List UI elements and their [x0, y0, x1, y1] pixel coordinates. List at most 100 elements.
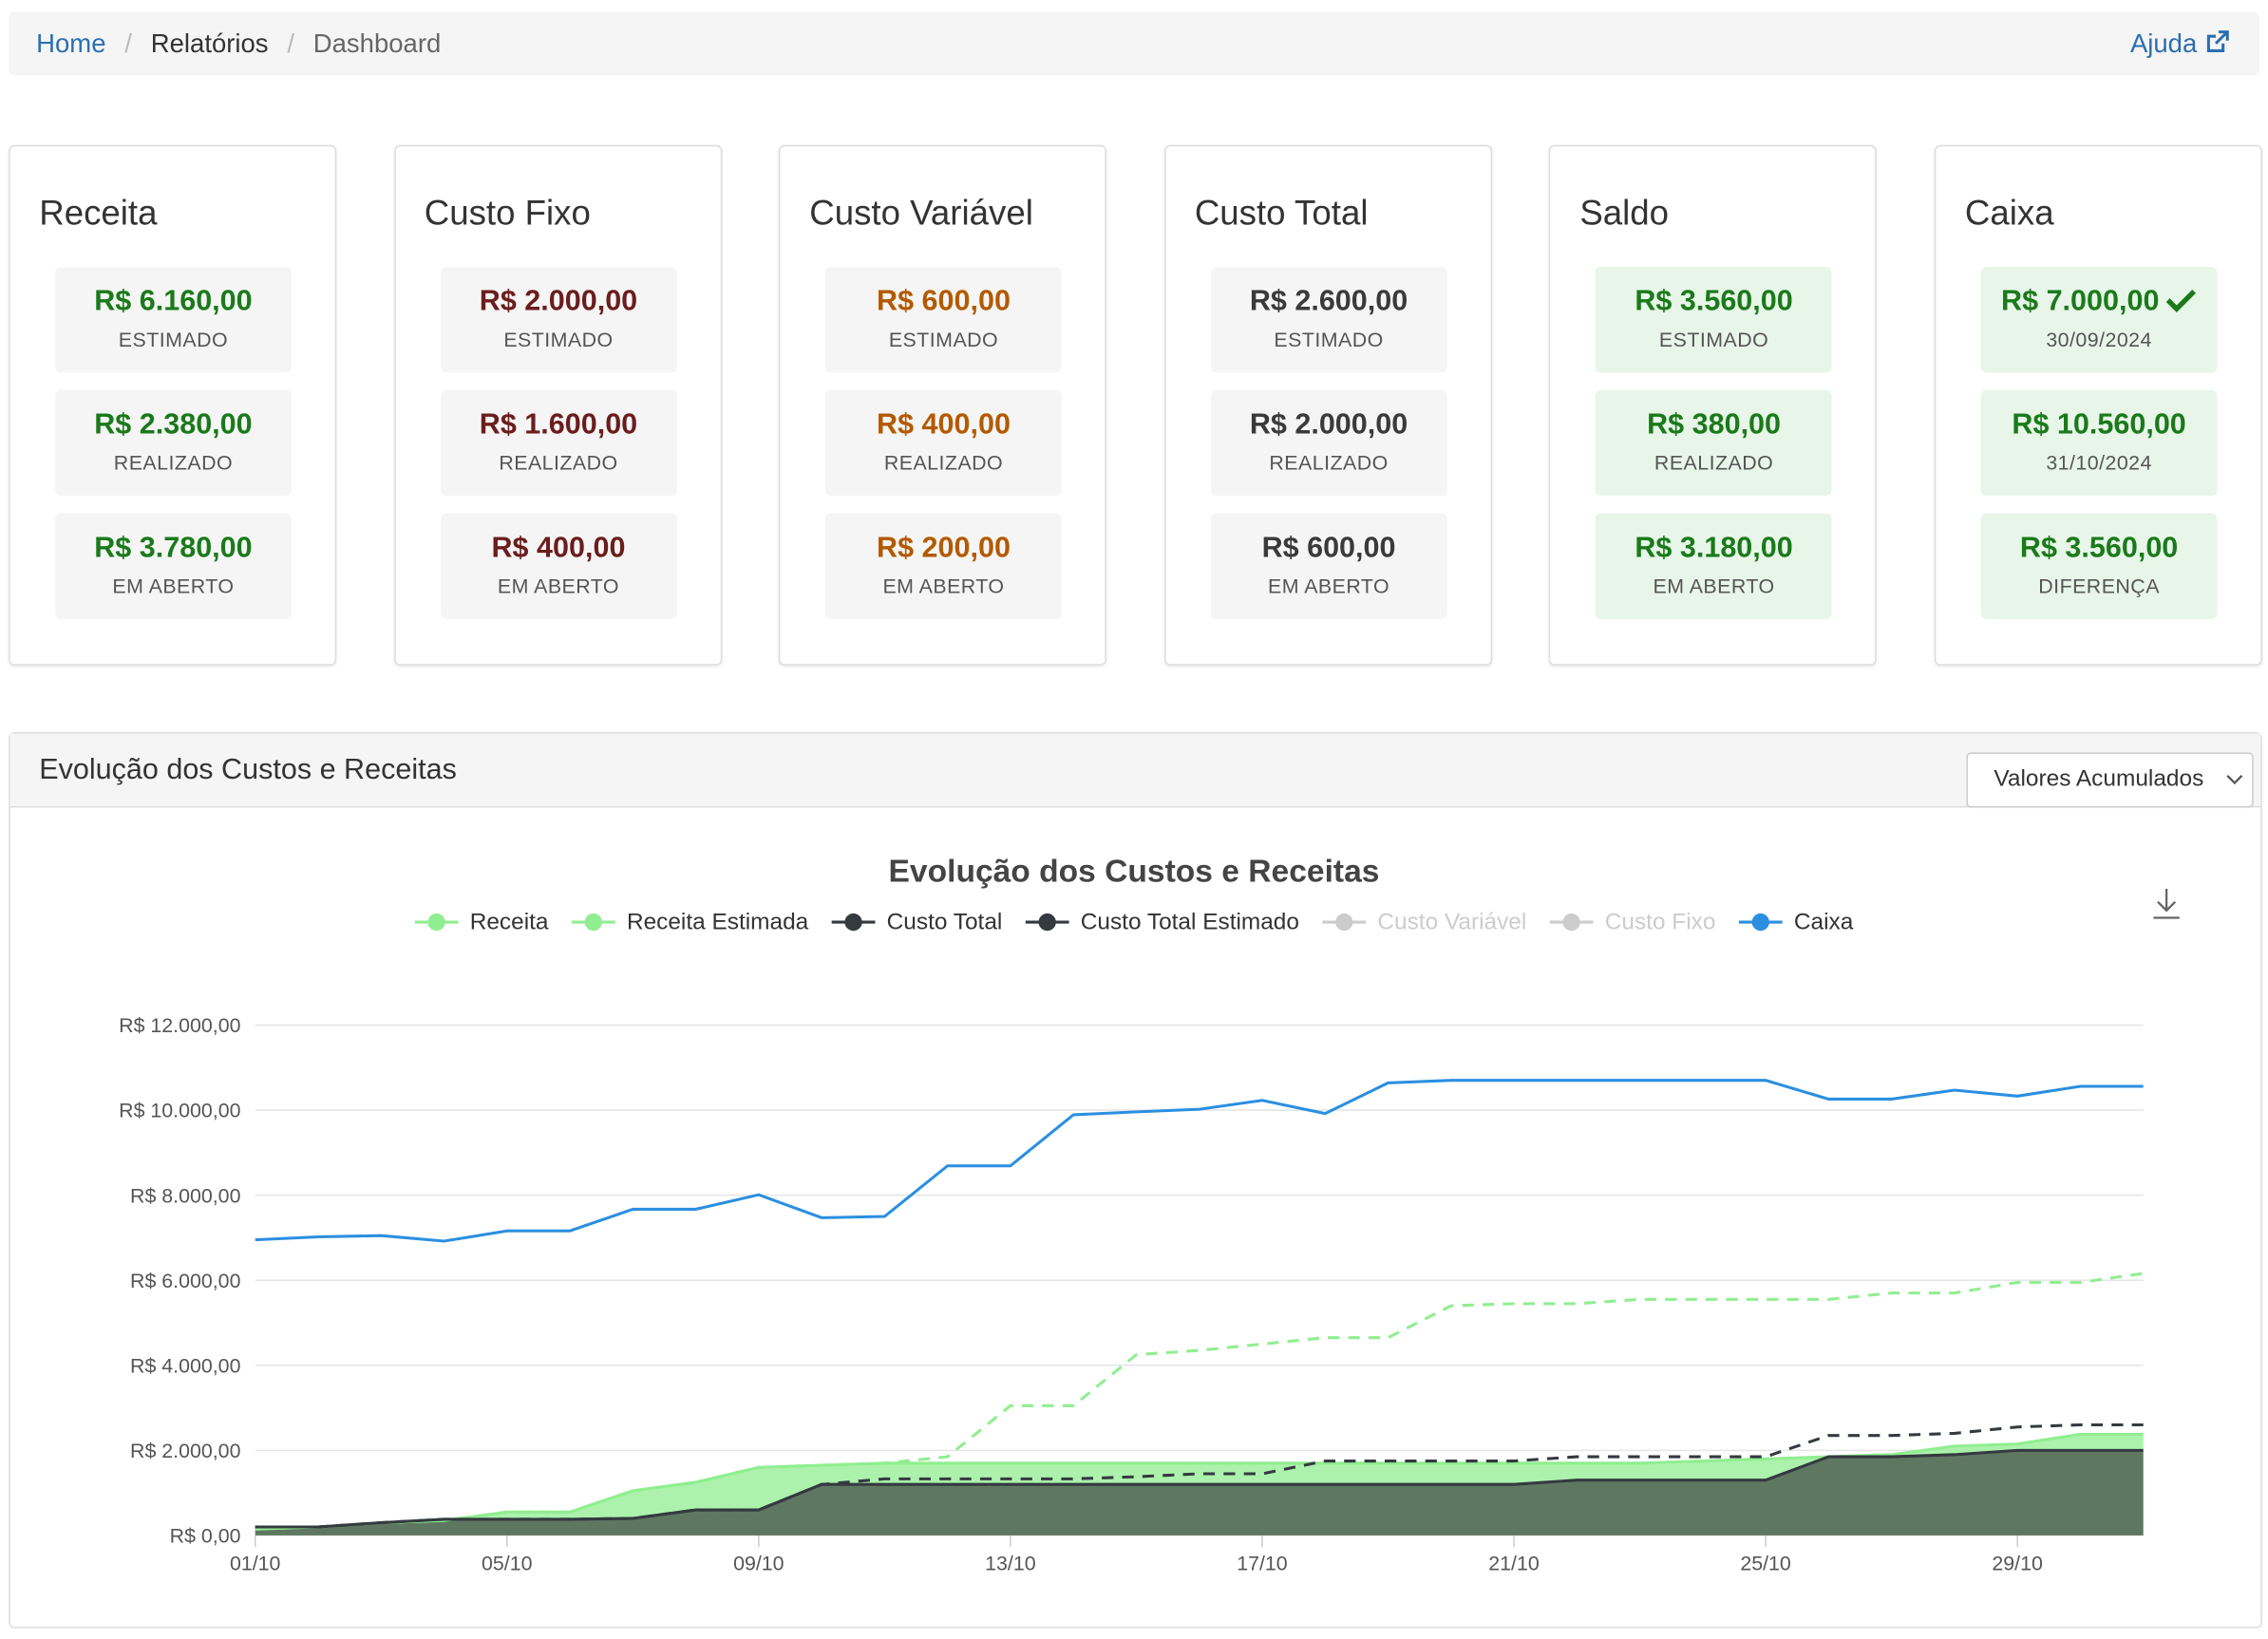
stat-label: 30/09/2024: [2046, 328, 2152, 351]
legend-item[interactable]: Receita Estimada: [571, 910, 809, 935]
legend-label: Custo Fixo: [1605, 910, 1716, 935]
y-tick-label: R$ 10.000,00: [119, 1100, 240, 1122]
stat-box: R$ 2.000,00 ESTIMADO: [440, 266, 677, 373]
card: Custo Variável R$ 600,00 ESTIMADO R$ 400,00…: [779, 144, 1107, 666]
card: Custo Total R$ 2.600,00 ESTIMADO R$ 2.000,0…: [1163, 144, 1492, 666]
stat-label: DIFERENÇA: [2038, 574, 2160, 598]
stat-box: R$ 10.560,00 31/10/2024: [1980, 389, 2218, 497]
check-icon: [2165, 290, 2196, 312]
breadcrumb: Home / Relatórios / Dashboard Ajuda: [9, 11, 2259, 76]
card: Custo Fixo R$ 2.000,00 ESTIMADO R$ 1.600,00…: [393, 144, 722, 666]
stat-label: REALIZADO: [113, 450, 234, 475]
stat-box: R$ 200,00 EM ABERTO: [825, 513, 1062, 619]
stat-label: EM ABERTO: [497, 574, 620, 598]
legend-item[interactable]: Receita: [414, 910, 549, 935]
stat-label: ESTIMADO: [1274, 328, 1384, 351]
stat-label: ESTIMADO: [118, 328, 229, 351]
series-area: [255, 1450, 2144, 1535]
series-line: [255, 1079, 2144, 1243]
separator: /: [124, 28, 132, 59]
stat-box: R$ 3.560,00 ESTIMADO: [1596, 266, 1833, 373]
y-tick-label: R$ 2.000,00: [130, 1440, 241, 1462]
stat-box: R$ 600,00 ESTIMADO: [825, 266, 1062, 373]
stat-box: R$ 2.000,00 REALIZADO: [1210, 389, 1447, 497]
legend-item[interactable]: Caixa: [1738, 910, 1854, 935]
stat-box: R$ 2.600,00 ESTIMADO: [1210, 266, 1447, 373]
stat-box: R$ 3.560,00 DIFERENÇA: [1980, 513, 2218, 619]
y-tick-label: R$ 6.000,00: [130, 1270, 241, 1292]
stat-box: R$ 2.380,00 REALIZADO: [55, 389, 292, 497]
stat-box: R$ 7.000,00 30/09/2024: [1980, 266, 2218, 373]
y-tick-label: R$ 0,00: [170, 1525, 241, 1548]
stat-box: R$ 1.600,00 REALIZADO: [440, 389, 677, 497]
legend-item[interactable]: Custo Fixo: [1549, 910, 1716, 935]
x-tick-label: 13/10: [985, 1553, 1036, 1575]
stat-box: R$ 400,00 EM ABERTO: [440, 513, 677, 619]
x-tick-label: 17/10: [1237, 1553, 1288, 1575]
stat-box: R$ 6.160,00 ESTIMADO: [55, 266, 292, 373]
card-title: Custo Variável: [809, 194, 1033, 234]
stat-label: REALIZADO: [1654, 450, 1774, 475]
legend-label: Custo Total: [887, 910, 1003, 935]
legend-label: Custo Total Estimado: [1081, 910, 1299, 935]
stat-label: REALIZADO: [499, 450, 618, 475]
x-tick-label: 05/10: [482, 1553, 533, 1575]
legend-item[interactable]: Custo Variável: [1322, 910, 1526, 935]
breadcrumb-link[interactable]: Relatórios: [150, 28, 269, 59]
help-text: Ajuda: [2129, 28, 2198, 59]
chart-title: Evolução dos Custos e Receitas: [889, 854, 1380, 889]
stat-label: ESTIMADO: [888, 328, 999, 351]
panel-header: Evolução dos Custos e Receitas Valores A…: [9, 733, 2261, 808]
stat-value: R$ 7.000,00: [1981, 286, 2218, 319]
chart-panel: Evolução dos Custos e Receitas Valores A…: [9, 732, 2262, 1629]
card: Receita R$ 6.160,00 ESTIMADO R$ 2.380,00 REA…: [9, 144, 337, 666]
legend-marker: [844, 913, 862, 932]
legend-label: Custo Variável: [1377, 910, 1526, 935]
y-tick-label: R$ 4.000,00: [130, 1354, 241, 1377]
legend-item[interactable]: Custo Total: [831, 910, 1003, 935]
legend-label: Receita Estimada: [627, 910, 809, 935]
card-title: Custo Fixo: [424, 194, 591, 234]
external-icon: [2206, 30, 2229, 52]
stat-label: ESTIMADO: [1658, 328, 1769, 351]
breadcrumb-current: Dashboard: [312, 28, 442, 59]
panel-title: Evolução dos Custos e Receitas: [39, 753, 457, 786]
stat-box: R$ 380,00 REALIZADO: [1596, 389, 1833, 497]
legend-marker: [584, 913, 602, 932]
breadcrumb-link[interactable]: Home: [36, 28, 106, 59]
stat-label: REALIZADO: [1269, 450, 1389, 475]
card: Caixa R$ 7.000,00 30/09/2024 R$ 10.560,00 31…: [1934, 144, 2262, 666]
legend-item[interactable]: Custo Total Estimado: [1025, 910, 1299, 935]
x-tick-label: 21/10: [1488, 1553, 1540, 1575]
select-arrow: [2226, 775, 2243, 785]
help-link[interactable]: Ajuda: [2130, 29, 2230, 60]
legend: Receita Receita Estimada Custo Total Custo …: [414, 910, 1854, 935]
legend-marker: [1038, 913, 1056, 932]
stat-label: ESTIMADO: [503, 328, 614, 351]
series-line: [255, 1422, 2144, 1529]
stat-label: EM ABERTO: [112, 574, 235, 598]
stat-label: EM ABERTO: [1653, 574, 1775, 598]
stat-label: EM ABERTO: [1267, 574, 1390, 598]
legend-label: Receita: [470, 910, 549, 935]
stat-box: R$ 600,00 EM ABERTO: [1210, 513, 1447, 619]
x-tick-label: 25/10: [1740, 1553, 1791, 1575]
legend-marker: [427, 913, 445, 932]
card-title: Caixa: [1964, 194, 2054, 234]
legend-marker: [1335, 913, 1353, 932]
x-tick-label: 09/10: [733, 1553, 784, 1575]
mode-select[interactable]: Valores Acumulados: [1966, 752, 2254, 808]
download-icon[interactable]: [2153, 888, 2180, 919]
stat-label: REALIZADO: [883, 450, 1004, 475]
card-title: Custo Total: [1194, 194, 1369, 234]
x-tick-label: 29/10: [1992, 1553, 2043, 1575]
stat-box: R$ 3.180,00 EM ABERTO: [1596, 513, 1833, 619]
legend-label: Caixa: [1794, 910, 1854, 935]
card-title: Saldo: [1579, 194, 1670, 234]
legend-marker: [1751, 913, 1769, 932]
series-line: [255, 1272, 2144, 1531]
stat-box: R$ 400,00 REALIZADO: [825, 389, 1062, 497]
select-text: Valores Acumulados: [1994, 766, 2204, 792]
